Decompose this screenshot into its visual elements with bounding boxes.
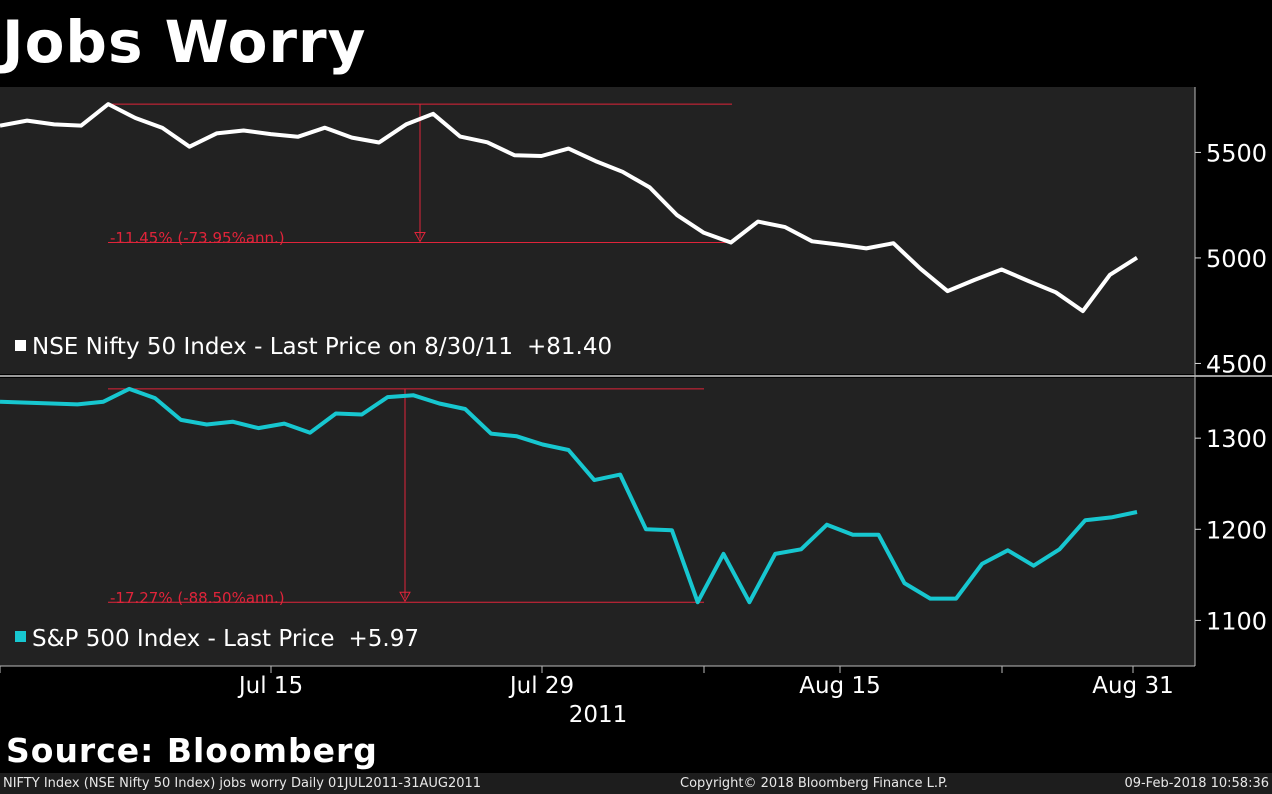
chart-title: Jobs Worry — [2, 8, 367, 76]
x-axis: Jul 15 Jul 29 Aug 15 Aug 31 — [0, 665, 1195, 699]
nifty-y-tick-label: 5500 — [1206, 139, 1267, 167]
sp500-legend-name: S&P 500 Index - Last Price — [32, 626, 335, 652]
sp500-drawdown-annotation — [108, 388, 704, 603]
nifty-legend-swatch — [15, 340, 26, 351]
nifty-y-tick-label: 5000 — [1206, 245, 1267, 273]
sp500-series-line — [0, 386, 1138, 605]
sp500-arrow-head — [399, 591, 411, 603]
bottom-panel-background — [0, 378, 1195, 666]
nifty-drawdown-label: -11.45% (-73.95%ann.) — [110, 229, 285, 247]
bottom-y-axis: 1100 1200 1300 — [1195, 425, 1267, 635]
footer-description: NIFTY Index (NSE Nifty 50 Index) jobs wo… — [3, 776, 482, 791]
source-note: Source: Bloomberg — [6, 731, 378, 770]
nifty-legend-name: NSE Nifty 50 Index - Last Price on 8/30/… — [32, 334, 513, 360]
footer-timestamp: 09-Feb-2018 10:58:36 — [1124, 776, 1269, 791]
sp500-legend-label: S&P 500 Index - Last Price +5.97 — [32, 626, 419, 652]
sp500-y-tick-label: 1200 — [1206, 516, 1267, 544]
sp500-legend-change: +5.97 — [349, 626, 419, 652]
nifty-legend-change: +81.40 — [527, 334, 612, 360]
nifty-arrow-head — [414, 232, 426, 243]
chart-area: 4500 5000 5500 1100 1200 1300 Jul 15 Jul 29 Au… — [0, 87, 1272, 728]
sp500-y-tick-label: 1100 — [1206, 607, 1267, 635]
footer-bar: NIFTY Index (NSE Nifty 50 Index) jobs wo… — [0, 773, 1272, 794]
top-y-axis: 4500 5000 5500 — [1195, 139, 1267, 378]
nifty-legend-label: NSE Nifty 50 Index - Last Price on 8/30/… — [32, 334, 612, 360]
nifty-series-line — [0, 102, 1139, 314]
x-tick-label: Aug 15 — [799, 673, 881, 699]
top-panel-background — [0, 87, 1195, 374]
sp500-y-tick-label: 1300 — [1206, 425, 1267, 453]
nifty-drawdown-annotation — [108, 103, 732, 244]
nifty-y-tick-label: 4500 — [1206, 350, 1267, 378]
x-axis-year-label: 2011 — [569, 702, 628, 728]
footer-copyright: Copyright© 2018 Bloomberg Finance L.P. — [680, 776, 948, 791]
x-tick-label: Jul 15 — [237, 673, 303, 699]
sp500-drawdown-label: -17.27% (-88.50%ann.) — [110, 589, 285, 607]
x-tick-label: Jul 29 — [508, 673, 574, 699]
sp500-legend-swatch — [15, 631, 26, 642]
x-tick-label: Aug 31 — [1092, 673, 1174, 699]
